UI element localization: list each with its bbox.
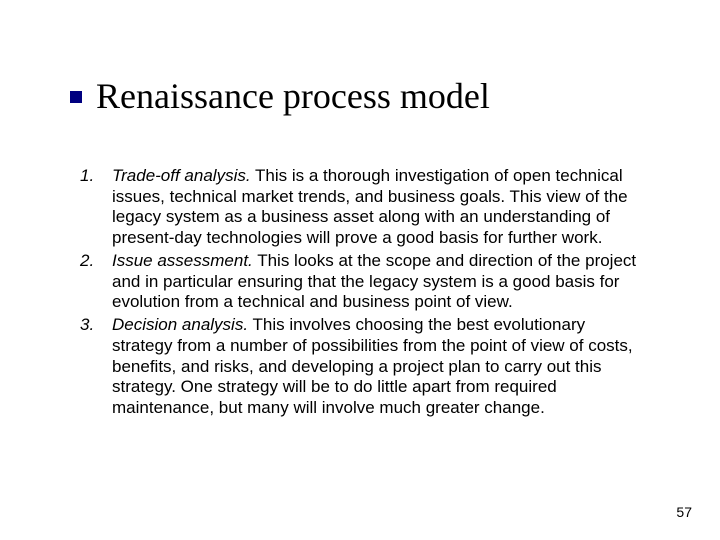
item-term: Decision analysis.: [112, 315, 248, 334]
item-term: Issue assessment.: [112, 251, 253, 270]
title-row: Renaissance process model: [70, 78, 680, 116]
list-item: Decision analysis. This involves choosin…: [80, 315, 645, 419]
slide-body: Trade-off analysis. This is a thorough i…: [80, 166, 645, 421]
item-term: Trade-off analysis.: [112, 166, 251, 185]
slide: Renaissance process model Trade-off anal…: [0, 0, 720, 540]
title-bullet-square: [70, 91, 82, 103]
numbered-list: Trade-off analysis. This is a thorough i…: [80, 166, 645, 419]
list-item: Issue assessment. This looks at the scop…: [80, 251, 645, 313]
page-number: 57: [676, 504, 692, 520]
slide-title: Renaissance process model: [96, 78, 490, 116]
list-item: Trade-off analysis. This is a thorough i…: [80, 166, 645, 249]
